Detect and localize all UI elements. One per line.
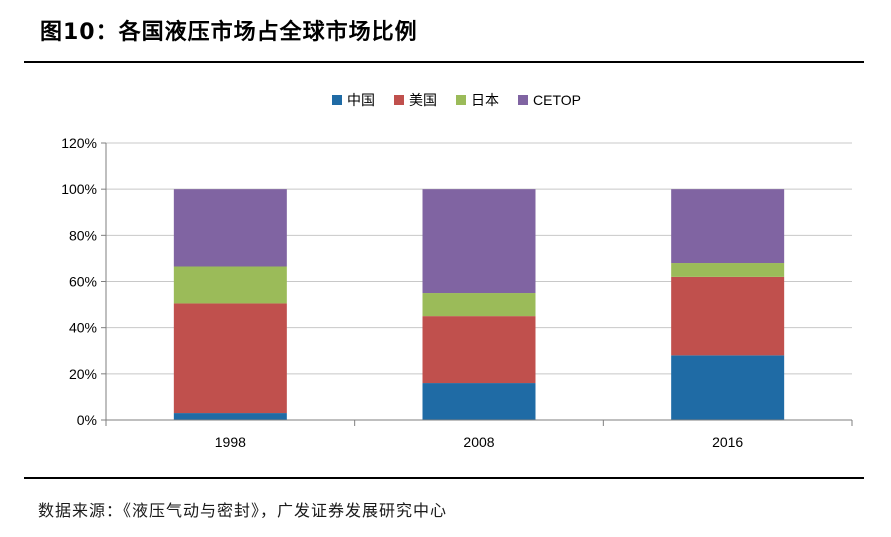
- y-tick-label: 80%: [69, 227, 97, 243]
- y-tick-label: 0%: [77, 412, 97, 428]
- x-tick-label: 2008: [463, 434, 494, 450]
- bar-segment: [671, 276, 785, 356]
- legend-swatch: [394, 95, 404, 105]
- legend-label: 美国: [409, 92, 437, 108]
- legend-swatch: [456, 95, 466, 105]
- bar-segment: [422, 189, 536, 294]
- figure-title: 图10：各国液压市场占全球市场比例: [40, 20, 418, 45]
- y-tick-label: 100%: [61, 181, 97, 197]
- bar-segment: [422, 383, 536, 420]
- bar-segment: [173, 413, 287, 420]
- legend: 中国 美国 日本 CETOP: [332, 92, 581, 108]
- x-tick-label: 1998: [215, 434, 246, 450]
- x-axis-ticks: 1998 2008 2016: [105, 420, 853, 450]
- legend-label: CETOP: [533, 92, 581, 108]
- y-tick-label: 120%: [61, 135, 97, 151]
- y-tick-label: 40%: [69, 320, 97, 336]
- bar-segment: [671, 355, 785, 420]
- bar-segment: [422, 316, 536, 384]
- legend-label: 中国: [347, 92, 375, 108]
- bar-segment: [671, 189, 785, 264]
- bar-segment: [173, 303, 287, 414]
- bar-segment: [422, 293, 536, 317]
- bars: [173, 189, 785, 420]
- legend-swatch: [518, 95, 528, 105]
- bar-segment: [173, 189, 287, 267]
- source-note: 数据来源：《液压气动与密封》，广发证券发展研究中心: [38, 501, 448, 520]
- bar-segment: [671, 263, 785, 277]
- x-tick-label: 2016: [712, 434, 743, 450]
- y-tick-label: 20%: [69, 366, 97, 382]
- legend-swatch: [332, 95, 342, 105]
- bottom-rule: [24, 477, 864, 479]
- top-rule: [24, 61, 864, 63]
- bar-segment: [173, 266, 287, 304]
- legend-label: 日本: [471, 92, 499, 108]
- y-tick-label: 60%: [69, 274, 97, 290]
- y-axis-ticks: 0% 20% 40% 60% 80% 100% 120%: [61, 135, 106, 428]
